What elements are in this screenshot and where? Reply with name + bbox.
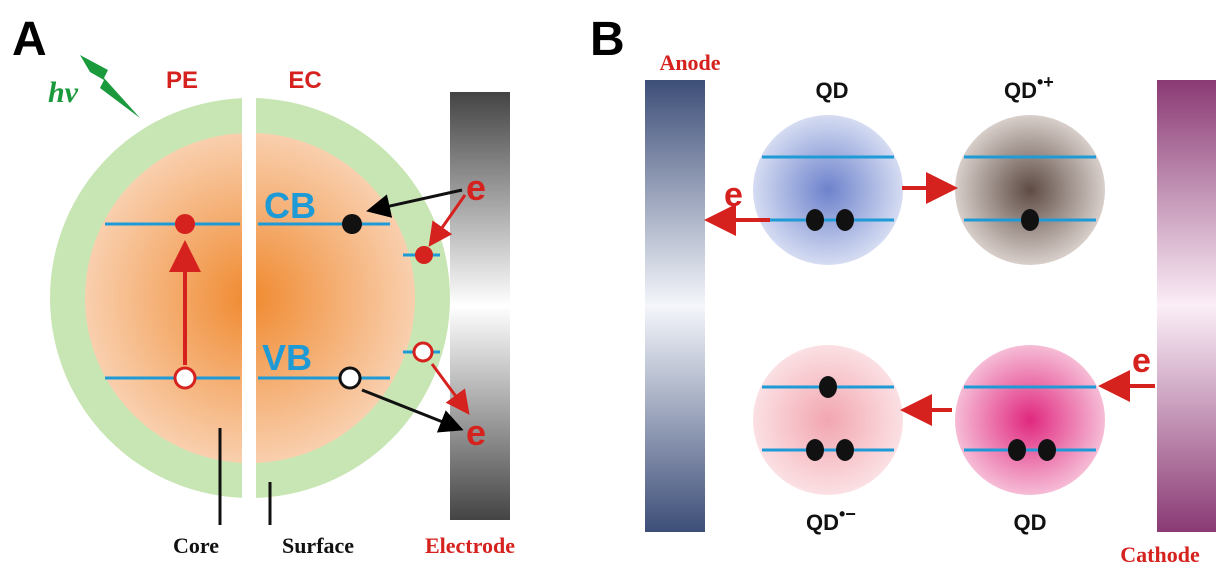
- electron-label: e: [724, 176, 743, 214]
- panel-label: A: [12, 13, 47, 66]
- divider: [242, 70, 256, 510]
- band-label: CB: [264, 185, 316, 226]
- quantum-dot: [955, 115, 1105, 265]
- electrode-label: Electrode: [425, 533, 515, 558]
- hole: [175, 368, 195, 388]
- quantum-dot: [753, 115, 903, 265]
- electrode: [450, 92, 510, 520]
- qd-label: QD•+: [1004, 72, 1054, 103]
- hole: [340, 368, 360, 388]
- light-bolt: [80, 55, 140, 118]
- anode-label: Anode: [659, 50, 720, 75]
- surface-electron: [415, 246, 433, 264]
- electron: [342, 214, 362, 234]
- qd-label: QD: [1014, 510, 1047, 535]
- quantum-dot: [955, 345, 1105, 495]
- qd-charge: •+: [1037, 72, 1054, 92]
- quantum-dot: [753, 345, 903, 495]
- qd-base: QD: [806, 510, 839, 535]
- qd-label: QD: [816, 78, 849, 103]
- qd-base: QD: [1004, 78, 1037, 103]
- qd-label: QD•−: [806, 504, 856, 535]
- electron-label: e: [1132, 342, 1151, 380]
- light-label: hv: [48, 76, 79, 109]
- electron: [175, 214, 195, 234]
- band-label: VB: [262, 337, 312, 378]
- half-label: PE: [166, 67, 198, 94]
- electron-label: e: [466, 167, 486, 208]
- anode: [645, 80, 705, 532]
- cathode: [1157, 80, 1216, 532]
- surface-hole: [414, 343, 432, 361]
- cathode-label: Cathode: [1120, 542, 1200, 567]
- half-label: EC: [288, 67, 321, 94]
- qd-charge: •−: [839, 504, 856, 524]
- panel-label: B: [590, 13, 625, 66]
- surface-label: Surface: [282, 533, 354, 558]
- electron-label: e: [466, 412, 486, 453]
- core-label: Core: [173, 533, 219, 558]
- figure: A hv PE EC CB VB e e Core Surface Electr…: [0, 0, 1216, 569]
